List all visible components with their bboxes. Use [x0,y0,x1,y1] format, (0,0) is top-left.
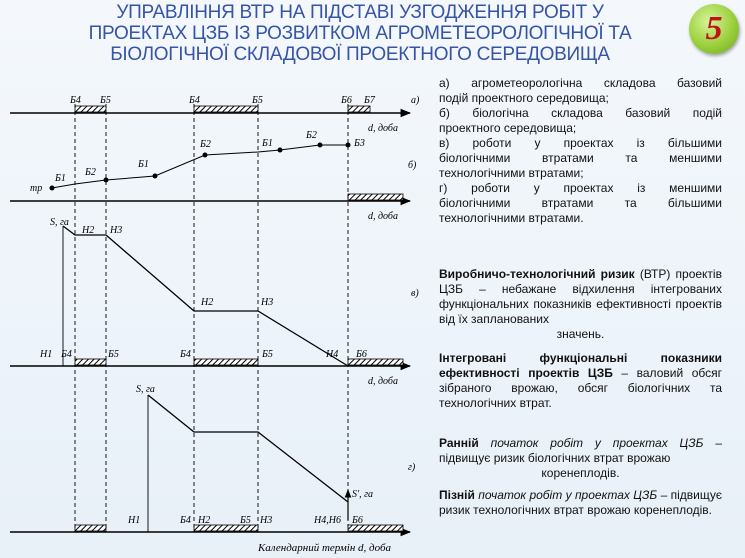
profile-g [147,394,349,503]
integ-text: – валовий обсяг зібраного врожаю, обсяг … [439,366,722,410]
bar-v-2 [193,358,259,366]
label-a-B5-1: Б5 [99,95,111,106]
panel-a-label: а) [411,95,420,106]
label-v-H3-2: H3 [260,297,273,308]
bar-a-3 [347,105,371,113]
panel-g-label: г) [408,462,416,473]
late-phrase: початок робіт у проектах ЦЗБ [478,488,658,502]
integrated-indicators-definition: Інтегровані функціональні показники ефек… [439,351,722,411]
panel-v-label: в) [411,288,419,299]
list-line-9: біологічними втратами та більшими [439,196,722,210]
early-start-note: Ранній початок робіт у проектах ЦЗБ – пі… [439,436,722,481]
bar-g-1 [74,524,107,532]
label-g-H4H6: H4,H6 [313,515,341,526]
bottom-axis-caption: Календарний термін d, доба [257,542,391,554]
profile-v [62,225,349,367]
label-v-H1: H1 [39,349,52,360]
early-phrase: початок робіт у проектах ЦЗБ [490,436,704,450]
early-term: Ранній [439,436,479,450]
title-line-2: ПРОЕКТАХ ЦЗБ ІЗ РОЗВИТКОМ АГРОМЕТЕОРОЛОГ… [88,23,632,44]
label-v-S: S, га [50,217,69,228]
label-b-B1-3: Б1 [261,138,273,149]
label-v-B4-1: Б4 [60,349,72,360]
label-g-H2: H2 [197,515,210,526]
label-g-B6: Б6 [351,515,363,526]
label-g-B5: Б5 [239,515,251,526]
list-line-1: а) агрометеорологічна складова базовий [439,76,722,90]
axis-v-unit: d, доба [368,376,398,387]
label-v-H4: H4 [325,349,338,360]
panel-b-label: б) [408,160,417,171]
late-start-note: Пізній початок робіт у проектах ЦЗБ – пі… [439,488,722,518]
bar-a-1 [74,105,107,113]
label-g-S: S, га [136,384,155,395]
early-text: – підвищує ризик біологічних втрат врожа… [439,436,722,465]
integ-term: Інтегровані функціональні показники ефек… [439,351,722,380]
label-a-B4-2: Б4 [188,95,200,106]
label-b-B2-3: Б2 [305,130,317,141]
bar-a-2 [193,105,259,113]
label-v-B4-2: Б4 [179,349,191,360]
risk-definition: Виробничо-технологічний ризик (ВТР) прое… [439,267,722,342]
curve-b [51,144,348,189]
risk-text: проектів ЦЗБ – небажане відхилення інтег… [439,267,722,326]
risk-abbr: (ВТР) [639,267,671,281]
label-v-H2-2: H2 [200,297,213,308]
label-g-S-prime: S', га [352,489,373,500]
list-line-4: проектного середовища; [439,121,577,135]
axis-b-unit: d, доба [368,211,398,222]
list-line-8: г) роботи у проектах із меншими [439,181,722,195]
label-b-B3: Б3 [353,138,365,149]
slide-title: УПРАВЛІННЯ ВТР НА ПІДСТАВІ УЗГОДЖЕННЯ РО… [40,2,680,65]
label-v-H2-1: H2 [81,225,94,236]
label-g-H1: H1 [127,515,140,526]
axis-a-unit: d, доба [368,123,398,134]
bar-v-3 [347,358,404,366]
list-line-10: технологічними втратами. [439,211,584,225]
label-v-B6: Б6 [355,349,367,360]
bar-v-1 [74,358,107,366]
curve-b-points [49,142,351,191]
vertical-guides [74,104,349,532]
title-line-1: УПРАВЛІННЯ ВТР НА ПІДСТАВІ УЗГОДЖЕННЯ РО… [116,2,604,23]
risk-tail: значень. [556,327,605,341]
label-g-B4: Б4 [179,515,191,526]
label-g-H3: H3 [259,515,272,526]
slide-number-badge: 5 [689,4,739,54]
label-a-B6: Б6 [340,95,352,106]
list-line-6: біологічними втратами та меншими [439,151,722,165]
label-v-B5-1: Б5 [107,349,119,360]
late-text: – підвищує ризик технологічних втрат вро… [439,488,722,517]
late-term: Пізній [439,488,475,502]
label-v-B5-2: Б5 [261,349,273,360]
list-line-5: в) роботи у проектах із більшими [439,136,722,150]
early-tail: коренеплодів. [541,466,620,480]
risk-term: Виробничо-технологічний ризик [439,267,635,281]
label-b-mp: mp [30,183,42,194]
label-b-B1-1: Б1 [54,173,66,184]
label-a-B7: Б7 [363,95,376,106]
label-b-B2-2: Б2 [199,139,211,150]
label-b-B2-1: Б2 [84,167,96,178]
work-alignment-diagram: Б4 Б5 Б4 Б5 Б6 Б7 а) d, доба mp Б1 Б2 Б1… [10,95,420,554]
bar-b-1 [347,193,404,201]
title-line-3: БІОЛОГІЧНОЇ СКЛАДОВОЇ ПРОЕКТНОГО СЕРЕДОВ… [110,44,610,65]
list-line-2: подій проектного середовища; [439,91,609,105]
legend-list: а) агрометеорологічна складова базовий п… [439,76,722,226]
label-a-B4-1: Б4 [69,95,81,106]
list-line-7: технологічними втратами; [439,166,584,180]
list-line-3: б) біологічна складова базовий подій [439,106,722,120]
label-b-B1-2: Б1 [137,159,149,170]
label-a-B5-2: Б5 [251,95,263,106]
label-v-H3-1: H3 [109,225,122,236]
